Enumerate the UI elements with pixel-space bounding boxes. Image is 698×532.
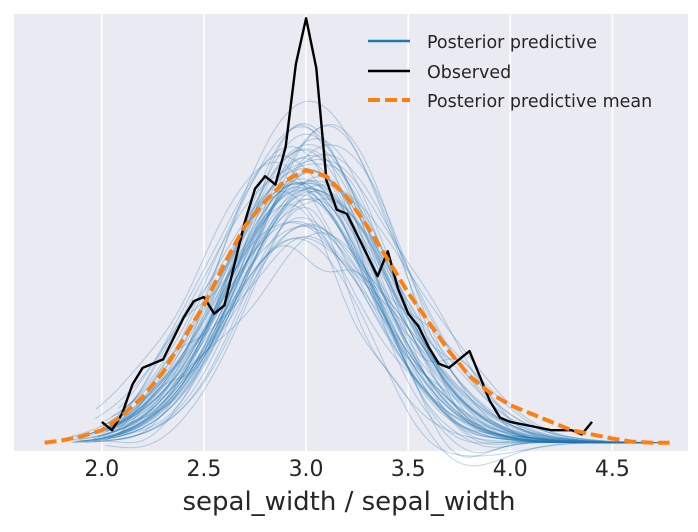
posterior-sample-line xyxy=(93,176,663,444)
grid-layer xyxy=(101,14,614,451)
x-tick-label: 3.5 xyxy=(391,457,426,482)
posterior-sample-line xyxy=(93,198,642,444)
posterior-sample-line xyxy=(108,194,624,444)
posterior-sample-line xyxy=(112,198,611,458)
posterior-sample-line xyxy=(79,190,654,444)
posterior-sample-line xyxy=(100,157,638,444)
posterior-sample-line xyxy=(95,161,648,444)
posterior-sample-line xyxy=(108,153,646,444)
series-lines xyxy=(44,17,670,445)
posterior-sample-line xyxy=(116,171,637,444)
posterior-sample-line xyxy=(100,187,657,444)
posterior-sample-line xyxy=(97,178,654,444)
posterior-sample-line xyxy=(96,232,635,444)
posterior-sample-line xyxy=(99,198,610,443)
posterior-sample-line xyxy=(117,138,645,444)
posterior-sample-line xyxy=(117,155,650,444)
x-tick-label: 4.0 xyxy=(493,457,528,482)
posterior-samples xyxy=(71,100,664,467)
x-tick-label: 2.0 xyxy=(84,457,119,482)
posterior-sample-line xyxy=(113,154,614,443)
posterior-sample-line xyxy=(74,189,614,445)
posterior-sample-line xyxy=(76,100,615,443)
x-tick-label: 4.5 xyxy=(595,457,630,482)
posterior-sample-line xyxy=(102,237,640,457)
posterior-sample-line xyxy=(117,217,605,444)
x-tick-label: 2.5 xyxy=(186,457,221,482)
posterior-sample-line xyxy=(92,163,643,444)
posterior-sample-line xyxy=(104,123,616,444)
posterior-sample-line xyxy=(119,204,633,444)
posterior-mean-line xyxy=(44,168,670,445)
posterior-sample-line xyxy=(107,181,607,448)
posterior-sample-line xyxy=(105,188,646,444)
posterior-sample-line xyxy=(79,170,611,443)
posterior-sample-line xyxy=(113,169,663,444)
x-tick-label: 3.0 xyxy=(289,457,324,482)
posterior-sample-line xyxy=(116,133,663,444)
posterior-sample-line xyxy=(76,222,632,444)
posterior-sample-line xyxy=(108,148,628,444)
posterior-sample-line xyxy=(84,206,638,467)
posterior-sample-line xyxy=(111,182,603,442)
posterior-sample-line xyxy=(111,180,628,444)
posterior-sample-line xyxy=(94,158,661,443)
posterior-sample-line xyxy=(100,220,652,444)
posterior-sample-line xyxy=(87,236,622,443)
plot-background xyxy=(14,14,688,451)
posterior-sample-line xyxy=(100,184,604,442)
posterior-sample-line xyxy=(120,224,641,444)
posterior-sample-line xyxy=(91,149,635,444)
x-tick-labels: 2.0 2.5 3.0 3.5 4.0 4.5 xyxy=(84,457,630,482)
posterior-sample-line xyxy=(105,182,613,444)
posterior-sample-line xyxy=(115,186,612,443)
posterior-sample-line xyxy=(78,144,659,444)
posterior-sample-line xyxy=(82,223,664,444)
posterior-sample-line xyxy=(71,245,658,444)
posterior-sample-line xyxy=(76,143,623,444)
posterior-sample-line xyxy=(105,167,649,444)
posterior-sample-line xyxy=(106,225,626,444)
posterior-sample-line xyxy=(117,145,612,444)
legend-label-observed: Observed xyxy=(427,63,511,83)
posterior-sample-line xyxy=(109,190,650,444)
legend-label-posterior-predictive: Posterior predictive xyxy=(427,33,597,53)
posterior-sample-line xyxy=(97,235,607,444)
legend-label-mean: Posterior predictive mean xyxy=(427,92,652,112)
posterior-sample-line xyxy=(71,183,656,444)
x-axis-label: sepal_width / sepal_width xyxy=(182,487,515,517)
legend: Posterior predictive Observed Posterior … xyxy=(368,33,652,112)
posterior-sample-line xyxy=(92,186,641,444)
posterior-sample-line xyxy=(72,123,628,444)
